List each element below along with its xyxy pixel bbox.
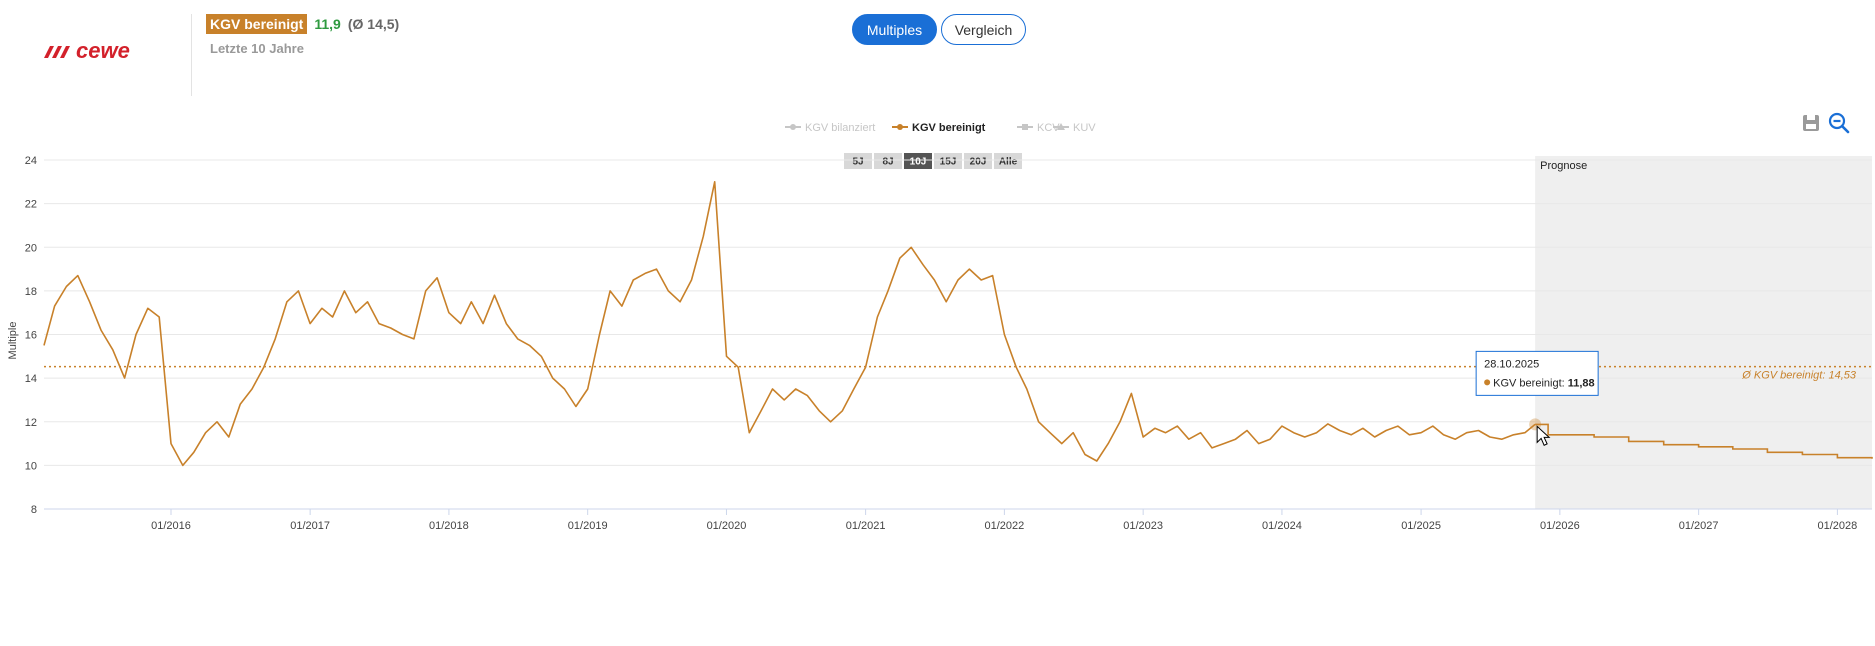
range-button-bg	[964, 153, 992, 169]
y-tick-label: 10	[25, 460, 37, 472]
tooltip-series: KGV bereinigt: 11,88	[1493, 377, 1595, 389]
legend-item-kgv-bereinigt[interactable]: KGV bereinigt	[892, 122, 986, 134]
legend-label: KUV	[1073, 122, 1096, 134]
x-tick-label: 01/2028	[1818, 520, 1858, 532]
y-tick-label: 20	[25, 242, 37, 254]
chart-toolbar	[1799, 111, 1851, 135]
y-tick-label: 16	[25, 330, 37, 342]
metric-current-value: 11,9	[314, 16, 341, 32]
legend-item-kuv[interactable]: KUV	[1053, 122, 1096, 134]
cewe-logo: cewe	[44, 38, 130, 63]
y-tick-label: 8	[31, 504, 37, 516]
mouse-cursor-icon	[1536, 425, 1551, 447]
range-button-label: 8J	[882, 157, 893, 168]
range-button-10j[interactable]: 10J	[904, 153, 932, 169]
tooltip-separator: :	[1562, 377, 1568, 389]
legend-label: KCV	[1037, 122, 1060, 134]
range-button-5j[interactable]: 5J	[844, 153, 872, 169]
tooltip-value: 11,88	[1568, 377, 1595, 389]
range-button-bg	[904, 153, 932, 169]
range-button-bg	[994, 153, 1022, 169]
tooltip-series-name: KGV bereinigt	[1493, 377, 1561, 389]
legend-marker	[1022, 124, 1028, 130]
x-tick-label: 01/2017	[290, 520, 330, 532]
forecast-label: Prognose	[1540, 160, 1587, 172]
chart-legend: KGV bilanziert KGV bereinigt KCV KUV	[785, 122, 1096, 134]
metric-summary: KGV bereinigt 11,9 (Ø 14,5)	[206, 14, 399, 34]
range-button-alle[interactable]: Alle	[994, 153, 1022, 169]
range-button-bg	[844, 153, 872, 169]
range-button-label: 10J	[910, 157, 927, 168]
x-tick-label: 01/2021	[846, 520, 886, 532]
y-tick-label: 18	[25, 286, 37, 298]
x-tick-label: 01/2026	[1540, 520, 1580, 532]
x-tick-label: 01/2027	[1679, 520, 1719, 532]
legend-marker	[1057, 123, 1065, 130]
view-toggle: Multiples Vergleich	[852, 14, 1026, 45]
y-tick-label: 12	[25, 417, 37, 429]
legend-marker	[790, 124, 796, 130]
legend-item-kgv-bilanziert[interactable]: KGV bilanziert	[785, 122, 875, 134]
legend-label: KGV bereinigt	[912, 122, 986, 134]
compare-button[interactable]: Vergleich	[941, 14, 1026, 45]
svg-text:cewe: cewe	[76, 38, 130, 63]
period-label: Letzte 10 Jahre	[210, 41, 304, 56]
x-tick-label: 01/2020	[707, 520, 747, 532]
x-tick-label: 01/2016	[151, 520, 191, 532]
legend-item-kcv[interactable]: KCV	[1017, 122, 1060, 134]
multiples-button[interactable]: Multiples	[852, 14, 937, 45]
tooltip-dot	[1484, 379, 1491, 386]
x-tick-label: 01/2023	[1123, 520, 1163, 532]
y-tick-label: 22	[25, 199, 37, 211]
legend-label: KGV bilanziert	[805, 122, 875, 134]
y-axis-label: Multiple	[7, 322, 19, 360]
range-button-bg	[934, 153, 962, 169]
x-axis: 01/2016 01/2017 01/2018 01/2019 01/2020 01/20…	[44, 508, 1872, 532]
valuation-chart: KGV bilanziert KGV bereinigt KCV KUV 5J 8J 10…	[7, 122, 1873, 532]
legend-marker	[897, 124, 903, 130]
y-axis: 8 10 12 14 16 18 20 22 24	[25, 155, 37, 516]
range-button-label: 20J	[970, 157, 987, 168]
tooltip-date: 28.10.2025	[1484, 358, 1539, 370]
x-tick-label: 01/2022	[985, 520, 1025, 532]
y-tick-label: 14	[25, 373, 37, 385]
range-button-label: Alle	[999, 157, 1018, 168]
range-button-8j[interactable]: 8J	[874, 153, 902, 169]
zoom-out-icon[interactable]	[1827, 111, 1851, 135]
x-tick-label: 01/2018	[429, 520, 469, 532]
x-tick-label: 01/2019	[568, 520, 608, 532]
range-selector: 5J 8J 10J 15J 20J Alle	[844, 153, 1022, 169]
header-divider	[191, 14, 192, 96]
x-tick-label: 01/2024	[1262, 520, 1302, 532]
metric-label-badge: KGV bereinigt	[206, 14, 308, 34]
metric-average: (Ø 14,5)	[347, 16, 400, 32]
save-icon[interactable]	[1799, 111, 1823, 135]
chart-tooltip: 28.10.2025 KGV bereinigt: 11,88	[1475, 350, 1599, 396]
range-button-20j[interactable]: 20J	[964, 153, 992, 169]
forecast-area	[1535, 156, 1872, 509]
range-button-label: 5J	[852, 157, 863, 168]
tooltip-box	[1475, 350, 1599, 396]
series-line-kgv-bereinigt	[43, 181, 1536, 467]
x-tick-label: 01/2025	[1401, 520, 1441, 532]
range-button-15j[interactable]: 15J	[934, 153, 962, 169]
y-tick-label: 24	[25, 155, 37, 167]
average-label: Ø KGV bereinigt: 14,53	[1741, 370, 1857, 382]
range-button-bg	[874, 153, 902, 169]
series-line-prognose	[1535, 423, 1873, 459]
range-button-label: 15J	[940, 157, 957, 168]
